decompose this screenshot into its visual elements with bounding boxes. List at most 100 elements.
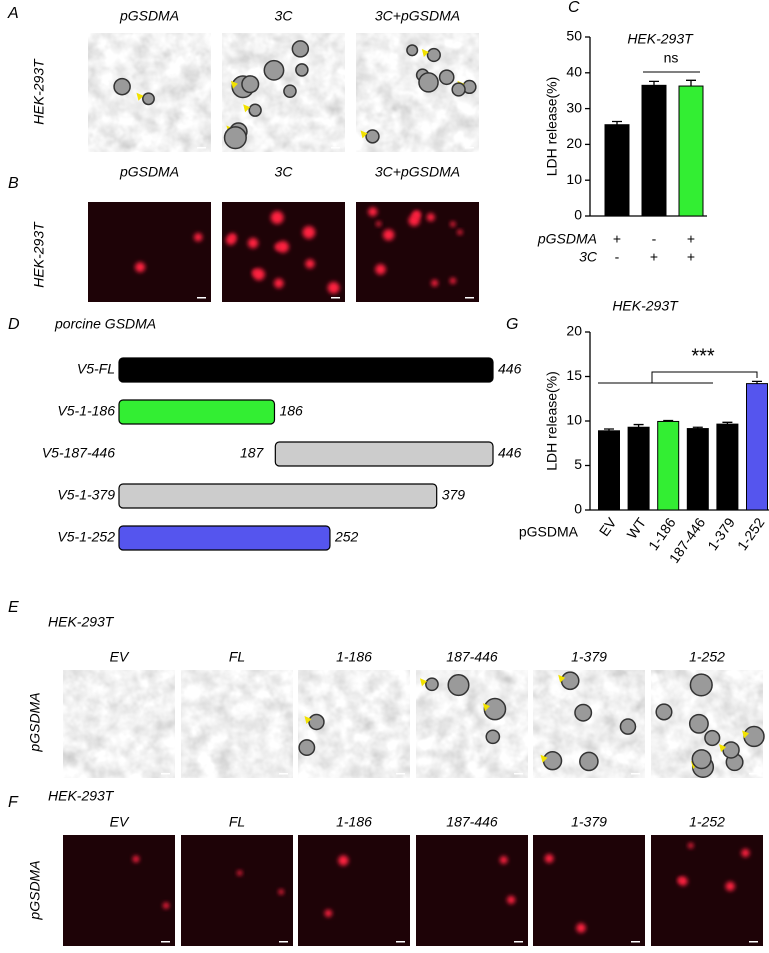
scale-bar: [396, 773, 405, 775]
spot: [412, 211, 421, 220]
column-label: 3C+pGSDMA: [375, 8, 460, 24]
spot: [741, 848, 750, 858]
spot: [327, 281, 340, 294]
x-axis-label: pGSDMA: [519, 524, 579, 540]
x-tick-label: WT: [624, 514, 650, 541]
column-label: 3C: [275, 164, 294, 180]
y-tick-label: 15: [566, 367, 582, 383]
column-label: pGSDMA: [119, 164, 179, 180]
cell: [704, 729, 721, 747]
spot: [193, 233, 203, 242]
arrowhead: [304, 715, 312, 724]
cell: [425, 677, 439, 692]
column-label: 1-186: [336, 814, 372, 830]
column-label: 3C+pGSDMA: [375, 164, 460, 180]
spot: [237, 870, 243, 876]
y-tick-label: 20: [566, 135, 582, 151]
cell: [655, 703, 673, 721]
cell: [451, 82, 466, 97]
scale-bar: [749, 773, 758, 775]
arrowhead: [230, 80, 238, 89]
spot: [431, 279, 439, 287]
micrograph: [88, 33, 211, 152]
cell: [223, 126, 247, 150]
error-bar: [722, 421, 733, 425]
cell: [295, 63, 309, 77]
scale-bar: [279, 773, 288, 775]
micrograph: [181, 835, 293, 946]
spot: [274, 243, 282, 251]
condition-sign: +: [650, 249, 658, 265]
panel-label: B: [8, 175, 19, 192]
cell: [619, 718, 637, 735]
construct-name: V5-FL: [77, 361, 115, 377]
column-label: 187-446: [446, 814, 498, 830]
panel-label: C: [568, 0, 580, 16]
column-label: pGSDMA: [119, 8, 179, 24]
scale-bar: [197, 297, 206, 299]
image-background: [63, 835, 175, 946]
spot: [450, 221, 456, 227]
condition-sign: +: [613, 231, 621, 247]
error-bar: [612, 120, 622, 125]
panel-label: D: [8, 316, 20, 333]
spot: [270, 211, 284, 224]
arrowhead: [360, 130, 368, 139]
arrowhead: [136, 92, 144, 101]
construct-name: V5-1-379: [57, 487, 115, 503]
cell: [691, 749, 712, 770]
scale-bar: [631, 941, 640, 943]
row-label: pGSDMA: [27, 860, 43, 920]
construct-bar: [118, 483, 438, 509]
image-background: [181, 835, 293, 946]
image-background: [533, 835, 645, 946]
scale-bar: [465, 297, 474, 299]
cell: [291, 40, 310, 58]
arrowhead: [540, 754, 548, 763]
spot: [375, 264, 386, 275]
spot: [426, 213, 435, 222]
cell: [142, 92, 155, 106]
error-bar: [649, 80, 659, 86]
spot: [135, 262, 146, 273]
micrograph: [222, 202, 345, 302]
cell: [298, 739, 316, 757]
y-tick-label: 30: [566, 99, 582, 115]
spot: [305, 259, 315, 269]
image-background: [88, 202, 211, 302]
condition-name: pGSDMA: [537, 231, 597, 247]
arrowhead: [419, 678, 427, 687]
construct-bar: [118, 357, 494, 383]
diagram-title: porcine GSDMA: [54, 316, 156, 332]
bar: [627, 426, 650, 511]
spot: [507, 895, 516, 905]
arrowhead: [421, 49, 429, 58]
spot: [162, 902, 170, 909]
significance: ***: [691, 345, 715, 367]
spot: [368, 207, 378, 217]
cell: [689, 673, 713, 697]
construct-bar: [274, 441, 494, 467]
cell: [560, 671, 580, 691]
bar: [716, 423, 739, 511]
scale-bar: [331, 147, 340, 149]
error-bar: [692, 426, 703, 429]
column-label: EV: [110, 814, 130, 830]
scale-bar: [465, 147, 474, 149]
condition-name: 3C: [579, 249, 598, 265]
end-label: 186: [279, 403, 303, 419]
spot: [499, 856, 508, 864]
y-tick-label: 10: [566, 412, 582, 428]
chart-title: HEK-293T: [612, 298, 679, 314]
row-label: HEK-293T: [31, 58, 47, 125]
end-label: 379: [442, 487, 466, 503]
condition-sign: -: [652, 231, 657, 247]
y-tick-label: 5: [574, 456, 582, 472]
y-tick-label: 0: [574, 207, 582, 223]
column-label: 1-379: [571, 814, 607, 830]
y-tick-label: 20: [566, 323, 582, 339]
bar: [678, 85, 704, 217]
scale-bar: [161, 941, 170, 943]
scale-bar: [279, 941, 288, 943]
